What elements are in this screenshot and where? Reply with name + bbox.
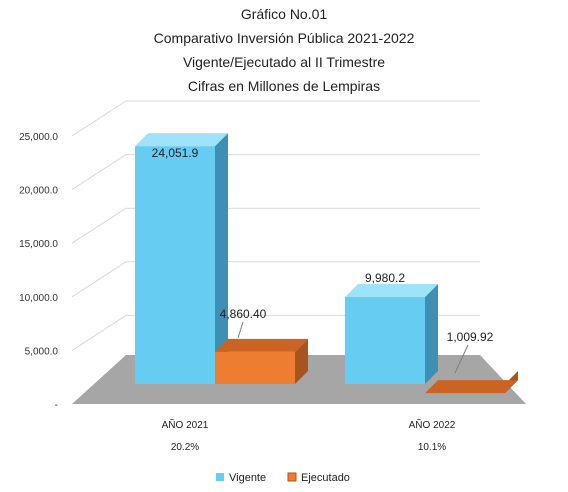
legend-swatch-ejecutado (287, 472, 297, 482)
data-label-leader (237, 321, 244, 339)
bar-top-vigente-1 (345, 284, 438, 298)
legend-label-vigente: Vigente (229, 472, 266, 484)
y-tick-label: 10,000.0 (19, 293, 58, 304)
title-line-1: Gráfico No.01 (241, 6, 328, 22)
x-category-label: AÑO 2021 (162, 418, 209, 431)
x-axis: AÑO 2021 20.2% AÑO 2022 10.1% (162, 418, 456, 453)
gridline-diag (71, 261, 127, 298)
bar-ejecutado-0 (215, 351, 295, 384)
y-tick-label: 15,000.0 (19, 239, 58, 250)
bar-side-vigente-0 (215, 133, 228, 384)
y-tick-label: 25,000.0 (19, 132, 58, 143)
chart-title: Gráfico No.01 Comparativo Inversión Públ… (154, 6, 415, 94)
legend-swatch-vigente (216, 473, 224, 481)
y-axis: - 5,000.0 10,000.0 15,000.0 20,000.0 25,000.0 (19, 132, 58, 411)
gridline-diag (71, 314, 127, 351)
x-category-sublabel: 10.1% (418, 442, 446, 453)
bar-top-ejecutado-1 (425, 380, 518, 394)
gridline-diag (71, 100, 127, 137)
data-label-vigente-1: 9,980.2 (365, 271, 405, 285)
bar-side-ejecutado-0 (295, 338, 308, 384)
data-labels: 24,051.9 4,860.40 9,980.2 1,009.92 (152, 146, 494, 374)
gridline-diag (71, 154, 127, 191)
data-label-leader (454, 344, 469, 374)
legend-label-ejecutado: Ejecutado (301, 472, 350, 484)
bar-top-vigente-0 (135, 133, 228, 147)
data-label-vigente-0: 24,051.9 (152, 146, 199, 160)
bar-vigente-0 (135, 146, 215, 384)
x-category-sublabel: 20.2% (171, 442, 199, 453)
title-line-2: Comparativo Inversión Pública 2021-2022 (154, 30, 415, 46)
legend: Vigente Ejecutado (216, 472, 350, 484)
bars (135, 133, 518, 394)
data-label-ejecutado-0: 4,860.40 (220, 307, 267, 321)
bar-top-ejecutado-0 (215, 338, 308, 352)
y-tick-label: 20,000.0 (19, 186, 58, 197)
y-tick-label: - (55, 400, 58, 411)
data-label-ejecutado-1: 1,009.92 (447, 330, 494, 344)
x-category-label: AÑO 2022 (409, 418, 456, 431)
bar-side-vigente-1 (425, 284, 438, 384)
gridline-diag (71, 207, 127, 244)
title-line-3: Vigente/Ejecutado al II Trimestre (183, 54, 385, 70)
bar-vigente-1 (345, 297, 425, 384)
title-line-4: Cifras en Millones de Lempiras (188, 78, 380, 94)
y-tick-label: 5,000.0 (25, 346, 59, 357)
